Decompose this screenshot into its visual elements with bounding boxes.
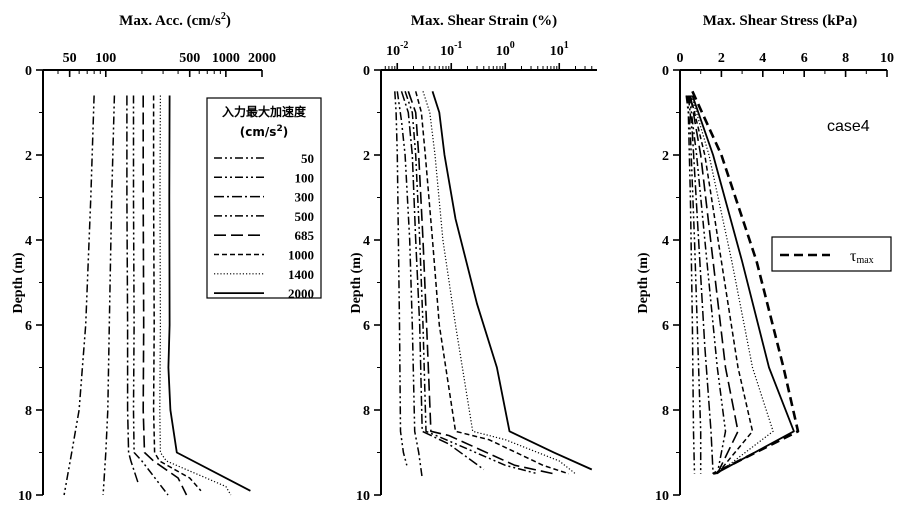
series-line-2000 <box>691 95 795 475</box>
x-tick-label: 100 <box>95 51 116 66</box>
plot-area-acc <box>63 95 251 496</box>
y-tick-label: 2 <box>662 149 669 164</box>
y-tick-label: 8 <box>363 404 370 419</box>
series-line-2000 <box>431 91 593 471</box>
x-tick-labels-stress: 0 2 4 6 8 10 <box>677 51 895 66</box>
series-line-50 <box>394 91 408 466</box>
x-tick-label: 2000 <box>248 51 276 66</box>
panel-max-acceleration: Max. Acc. (cm/s2) 50 100 500 1000 2000 02468… <box>11 11 322 504</box>
series-line-100 <box>102 95 116 496</box>
y-tick-label: 10 <box>655 489 669 504</box>
series-line-500 <box>688 95 727 474</box>
y-tick-label: 6 <box>25 319 32 334</box>
y-tick-label: 4 <box>25 234 32 249</box>
legend-items-acc: 50 100 300 500 685 1000 1400 2000 <box>214 151 315 301</box>
series-line-1400 <box>690 95 774 475</box>
legend-label-1400: 1400 <box>288 267 314 282</box>
x-tick-labels-strain: 10-2 10-1 100 101 <box>386 40 569 59</box>
series-line-2000 <box>167 95 251 492</box>
y-axis-label-acc: Depth (m) <box>11 252 26 313</box>
chart-title-strain: Max. Shear Strain (%) <box>411 13 557 29</box>
legend-box-stress <box>771 236 892 272</box>
series-line-685 <box>407 91 555 475</box>
series-line-50 <box>685 95 696 474</box>
x-tick-label: 50 <box>63 51 77 66</box>
legend-stress: τmax <box>771 236 892 272</box>
axes-strain: 0 2 4 6 8 10 <box>356 63 597 504</box>
y-tick-label: 10 <box>18 489 32 504</box>
y-tick-label: 10 <box>356 489 370 504</box>
series-line-50 <box>63 95 95 496</box>
series-line-300 <box>400 91 485 471</box>
chart-title-stress: Max. Shear Stress (kPa) <box>703 13 857 29</box>
legend-title-acc: 入力最大加速度 <box>222 104 307 119</box>
plot-area-strain <box>394 91 593 479</box>
series-line-685 <box>142 95 188 496</box>
x-tick-label: 8 <box>842 51 849 66</box>
series-line-1000 <box>689 95 754 475</box>
legend-unit-acc: (cm/s2) <box>240 124 288 139</box>
plot-area-stress <box>685 90 800 475</box>
series-line-100 <box>396 91 423 479</box>
series-line-500 <box>132 95 169 496</box>
x-tick-label: 10-1 <box>440 40 462 59</box>
x-tick-label: 6 <box>801 51 808 66</box>
case-annotation: case4 <box>827 118 870 135</box>
y-tick-label: 6 <box>363 319 370 334</box>
legend-label-685: 685 <box>295 228 315 243</box>
y-tick-label: 2 <box>25 149 32 164</box>
y-tick-label: 0 <box>662 64 669 79</box>
legend-box-acc <box>206 97 322 299</box>
series-line-685 <box>689 95 739 475</box>
series-line-300 <box>126 95 139 483</box>
legend-label-500: 500 <box>295 209 315 224</box>
chart-title-acc: Max. Acc. (cm/s2) <box>119 11 231 29</box>
series-line-300 <box>687 95 714 474</box>
y-tick-label: 4 <box>363 234 370 249</box>
x-tick-label: 4 <box>759 51 766 66</box>
axes-stress: 0 2 4 6 8 10 <box>655 64 888 504</box>
series-line-100 <box>686 95 702 474</box>
x-tick-labels-acc: 50 100 500 1000 2000 <box>63 51 276 66</box>
legend-label-tau-max: τmax <box>850 248 874 266</box>
x-tick-label: 1000 <box>212 51 240 66</box>
y-axis-label-strain: Depth (m) <box>349 252 364 313</box>
y-tick-label: 0 <box>25 64 32 79</box>
legend-label-2000: 2000 <box>288 286 314 301</box>
x-tick-label: 0 <box>677 51 684 66</box>
y-axis-label-stress: Depth (m) <box>636 252 651 313</box>
y-tick-label: 8 <box>25 404 32 419</box>
legend-label-300: 300 <box>295 190 315 205</box>
y-tick-label: 4 <box>662 234 669 249</box>
x-tick-label: 100 <box>496 40 515 59</box>
panel-max-shear-strain: Max. Shear Strain (%) 10-2 10-1 100 101 0 2 4… <box>349 13 597 504</box>
y-tick-label: 0 <box>363 64 370 79</box>
series-line-1400 <box>422 91 576 475</box>
legend-label-100: 100 <box>295 170 315 185</box>
x-tick-label: 500 <box>179 51 200 66</box>
series-line-1000 <box>414 91 570 475</box>
x-tick-label: 101 <box>550 40 569 59</box>
legend-label-50: 50 <box>301 151 314 166</box>
series-line-1000 <box>152 95 202 492</box>
y-tick-label: 2 <box>363 149 370 164</box>
panel-max-shear-stress: Max. Shear Stress (kPa) 0 2 4 6 8 10 0246810 … <box>636 13 894 504</box>
legend-acc: 入力最大加速度 (cm/s2) 50 100 300 500 685 1000 1400 20… <box>206 97 322 301</box>
series-line-500 <box>404 91 538 475</box>
y-tick-label: 8 <box>662 404 669 419</box>
y-tick-label: 6 <box>662 319 669 334</box>
series-line-τmax <box>691 90 800 475</box>
axes-acc: 0 2 4 6 8 10 <box>18 64 263 504</box>
x-tick-label: 2 <box>718 51 725 66</box>
x-tick-label: 10-2 <box>386 40 408 59</box>
legend-label-1000: 1000 <box>288 248 314 263</box>
x-tick-label: 10 <box>880 51 894 66</box>
